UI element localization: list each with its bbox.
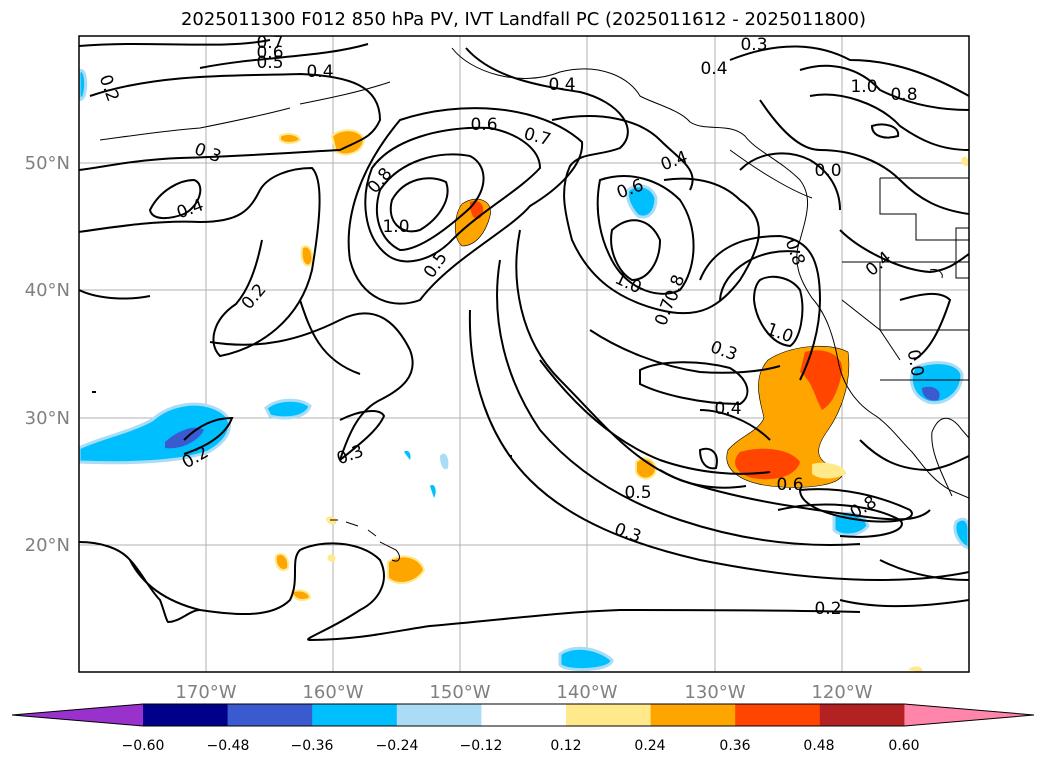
latitude-labels: 50°N 40°N 30°N 20°N <box>25 153 70 556</box>
contour-label: 0.2 <box>814 599 841 619</box>
lat-label: 20°N <box>25 535 70 556</box>
contour-label: 0.7 <box>256 33 283 53</box>
lat-label: 30°N <box>25 408 70 429</box>
contour-label: 0.4 <box>548 75 575 95</box>
colorbar-tick-label: 0.36 <box>719 738 750 754</box>
contour-label: 1.0 <box>382 217 409 237</box>
contour-label: 0.8 <box>364 164 397 198</box>
contour-label: 0.5 <box>624 483 651 503</box>
map-title: 2025011300 F012 850 hPa PV, IVT Landfall… <box>180 9 867 30</box>
contour-label: 0.8 <box>890 85 917 105</box>
colorbar-tick-label: −0.60 <box>122 738 165 754</box>
contour-label: 1.0 <box>612 269 645 299</box>
contour-label: 1.0 <box>850 77 877 97</box>
colorbar-swatch <box>312 704 398 726</box>
lat-label: 50°N <box>25 153 70 174</box>
colorbar-ticks: −0.60 −0.48 −0.36 −0.24 −0.12 0.12 0.24 … <box>122 738 920 754</box>
contour-label: 0.4 <box>714 399 741 419</box>
colorbar-extend-min <box>12 704 143 726</box>
colorbar-tick-label: −0.24 <box>376 738 419 754</box>
colorbar-outline <box>11 703 1035 727</box>
colorbar-swatch <box>566 704 652 726</box>
colorbar-tick-label: 0.60 <box>888 738 919 754</box>
contour-label: 0.2 <box>238 280 271 314</box>
contour-label: 0.4 <box>862 248 896 281</box>
contour-label: 0.0 <box>903 348 927 378</box>
contour-label: 0.3 <box>334 441 366 469</box>
contour-label: 0.4 <box>700 59 727 79</box>
contour-label: 0.4 <box>174 195 206 223</box>
colorbar-swatch <box>396 704 482 726</box>
lat-label: 40°N <box>25 280 70 301</box>
colorbar-tick-label: −0.12 <box>460 738 503 754</box>
pv-contours <box>79 39 969 642</box>
contour-label: 0.8 <box>781 236 809 268</box>
coastlines <box>99 47 969 562</box>
colorbar <box>11 703 1035 727</box>
longitude-labels: 170°W 160°W 150°W 140°W 130°W 120°W <box>175 682 872 703</box>
colorbar-swatch <box>143 704 229 726</box>
contour-label: 0.8 <box>661 272 689 304</box>
contour-label: 0.6 <box>470 115 497 135</box>
lon-label: 170°W <box>175 682 236 703</box>
contour-label: 0.0 <box>814 161 841 181</box>
lon-label: 150°W <box>429 682 490 703</box>
contour-label: 0.6 <box>256 43 283 63</box>
colorbar-extend-max <box>904 704 1034 726</box>
contour-label: 0.3 <box>740 35 767 55</box>
colorbar-swatch <box>481 704 567 726</box>
colorbar-tick-label: −0.36 <box>291 738 334 754</box>
lon-label: 120°W <box>811 682 872 703</box>
contour-label: 0.2 <box>95 72 123 104</box>
contour-label: 0.4 <box>658 147 690 175</box>
map-frame <box>78 35 970 673</box>
colorbar-swatch <box>227 704 313 726</box>
colorbar-tick-label: 0.12 <box>550 738 581 754</box>
contour-label: 0.4 <box>306 62 333 82</box>
colorbar-swatch <box>650 704 736 726</box>
contour-label: 1.0 <box>764 319 796 347</box>
lon-label: 130°W <box>684 682 745 703</box>
lon-label: 140°W <box>556 682 617 703</box>
pv-shading <box>79 69 969 672</box>
contour-label: 0.5 <box>420 248 452 282</box>
colorbar-swatch <box>735 704 821 726</box>
contour-label: 0.7 <box>522 124 553 150</box>
contour-label: 0.6 <box>776 475 803 495</box>
contour-labels: 0.7 0.6 0.5 0.4 0.3 0.4 0.4 1.0 0.8 0.2 … <box>95 33 927 619</box>
colorbar-swatch <box>819 704 905 726</box>
colorbar-tick-label: −0.48 <box>207 738 250 754</box>
contour-label: 0.5 <box>256 53 283 73</box>
colorbar-tick-label: 0.48 <box>803 738 834 754</box>
contour-label: 0.3 <box>708 337 740 365</box>
colorbar-tick-label: 0.24 <box>634 738 665 754</box>
lon-label: 160°W <box>302 682 363 703</box>
